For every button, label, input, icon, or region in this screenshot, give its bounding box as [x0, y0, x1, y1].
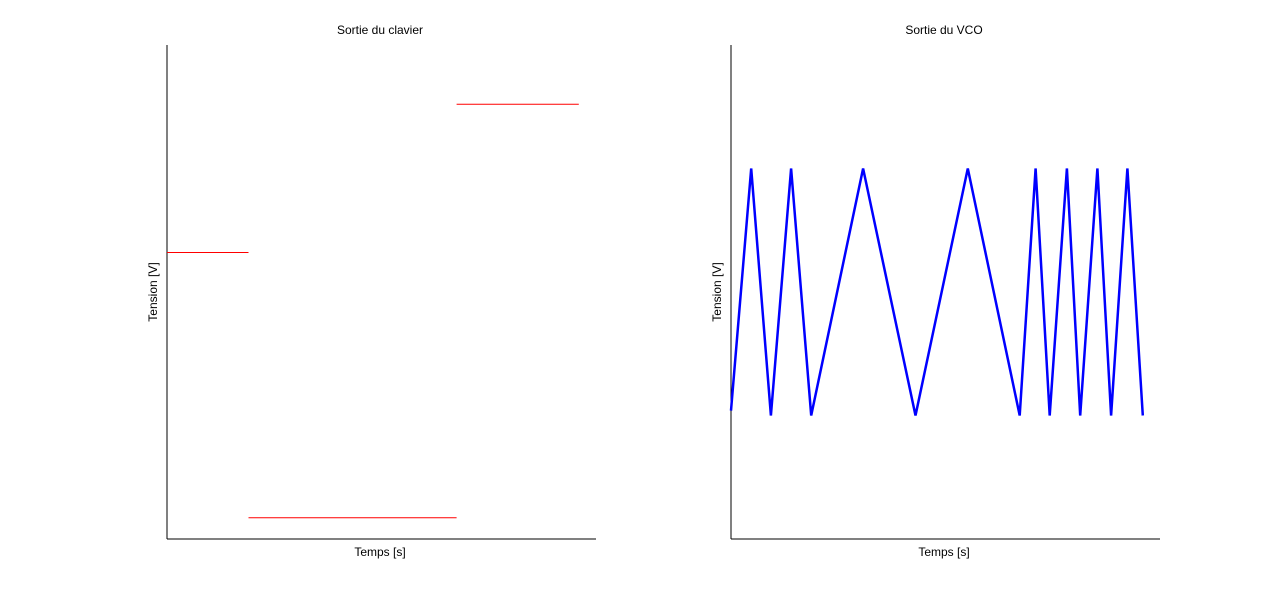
x-axis-label: Temps [s] — [918, 545, 970, 559]
chart-title: Sortie du clavier — [336, 23, 424, 37]
chart-title: Sortie du VCO — [905, 23, 983, 37]
series-line-0 — [729, 168, 1145, 416]
x-axis-label: Temps [s] — [354, 545, 406, 559]
